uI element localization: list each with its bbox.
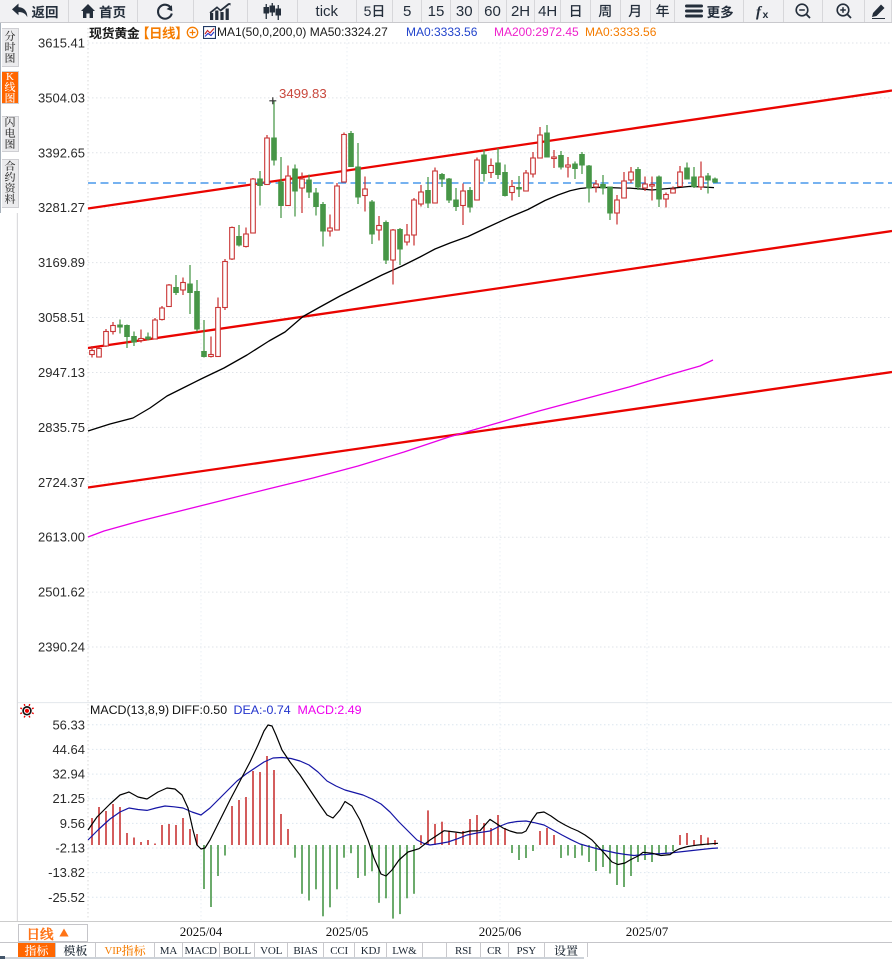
- svg-text:x: x: [762, 9, 768, 20]
- svg-text:2025/07: 2025/07: [626, 921, 669, 940]
- svg-text:2025/05: 2025/05: [326, 921, 369, 940]
- svg-text:32.94: 32.94: [52, 767, 85, 782]
- svg-text:2947.13: 2947.13: [38, 365, 85, 380]
- svg-text:-2.13: -2.13: [55, 841, 85, 856]
- svg-text:3058.51: 3058.51: [38, 310, 85, 325]
- svg-text:-25.52: -25.52: [48, 890, 85, 905]
- svg-text:2613.00: 2613.00: [38, 530, 85, 545]
- svg-text:21.25: 21.25: [52, 791, 85, 806]
- svg-text:3169.89: 3169.89: [38, 255, 85, 270]
- svg-text:9.56: 9.56: [60, 816, 85, 831]
- svg-text:f: f: [756, 4, 763, 20]
- svg-text:3281.27: 3281.27: [38, 200, 85, 215]
- svg-text:-13.82: -13.82: [48, 865, 85, 880]
- svg-text:2390.24: 2390.24: [38, 640, 85, 655]
- svg-text:3499.83: 3499.83: [279, 86, 327, 101]
- svg-text:3615.41: 3615.41: [38, 36, 85, 51]
- svg-text:2724.37: 2724.37: [38, 475, 85, 490]
- svg-text:2501.62: 2501.62: [38, 585, 85, 600]
- svg-text:3392.65: 3392.65: [38, 145, 85, 160]
- svg-text:44.64: 44.64: [52, 742, 85, 757]
- svg-text:2025/04: 2025/04: [180, 921, 223, 940]
- svg-text:56.33: 56.33: [52, 717, 85, 732]
- svg-text:3504.03: 3504.03: [38, 90, 85, 105]
- svg-text:2025/06: 2025/06: [479, 921, 522, 940]
- svg-text:2835.75: 2835.75: [38, 420, 85, 435]
